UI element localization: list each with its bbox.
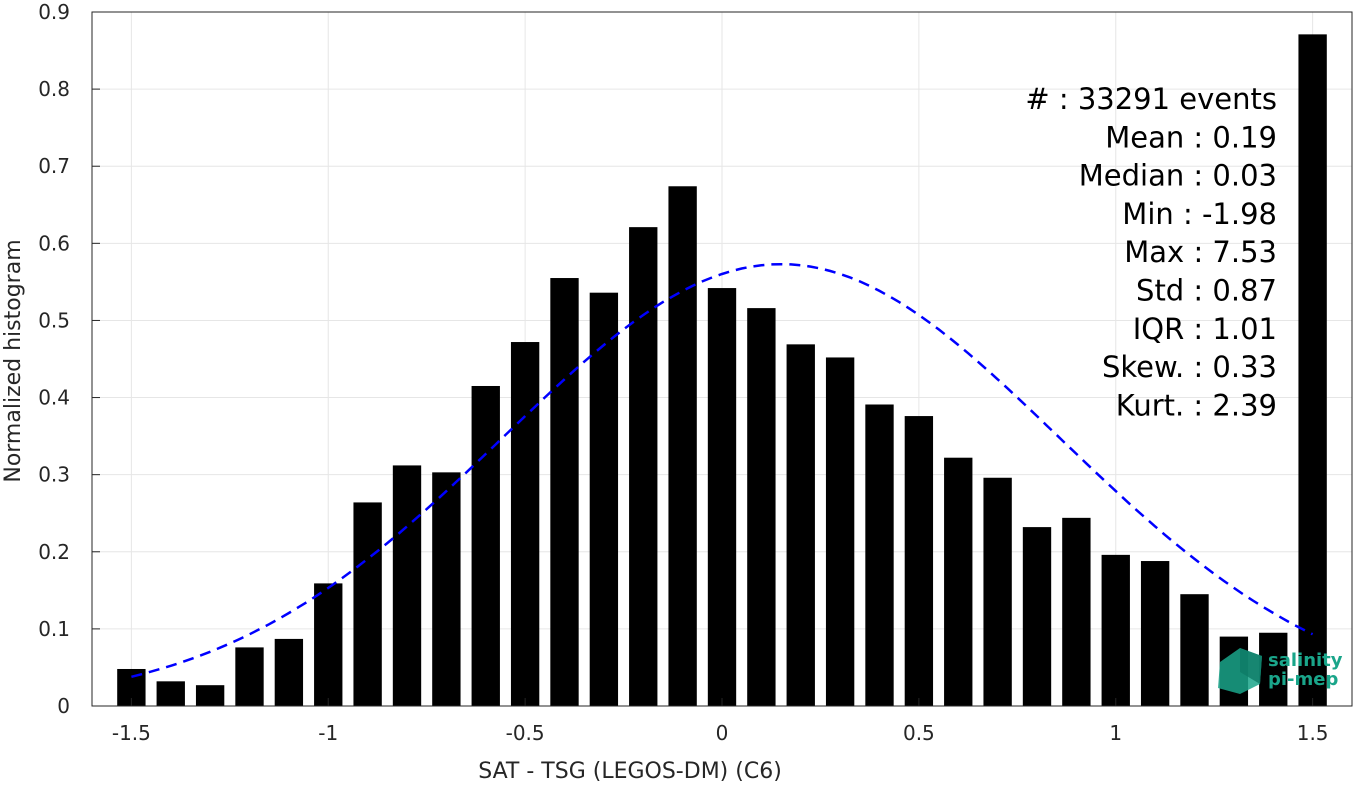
x-tick-label-5: 1 (1109, 721, 1122, 745)
x-tick-label-4: 0.5 (903, 721, 935, 745)
stat-line-2: Median : 0.03 (1079, 159, 1277, 193)
stat-line-1: Mean : 0.19 (1105, 120, 1277, 154)
y-tick-label-9: 0.9 (38, 0, 70, 24)
x-axis-ticks: -1.5 -1 -0.5 0 0.5 1 1.5 (112, 698, 1329, 745)
bars (117, 34, 1327, 706)
x-tick-label-6: 1.5 (1297, 721, 1329, 745)
stat-line-0: # : 33291 events (1025, 82, 1277, 116)
histogram-bar-21 (944, 457, 973, 706)
histogram-bar-24 (1062, 517, 1091, 706)
logo-cube-shade (1240, 648, 1262, 684)
x-tick-label-2: -0.5 (506, 721, 545, 745)
histogram-bar-13 (629, 227, 658, 706)
histogram-bar-19 (865, 404, 894, 706)
histogram-bar-29 (1259, 632, 1288, 706)
y-tick-label-1: 0.1 (38, 617, 70, 641)
y-tick-label-2: 0.2 (38, 540, 70, 564)
histogram-bar-26 (1140, 561, 1170, 706)
histogram-bar-25 (1101, 554, 1130, 706)
stat-line-5: Std : 0.87 (1136, 274, 1277, 308)
stat-line-3: Min : -1.98 (1122, 197, 1277, 231)
stat-line-4: Max : 7.53 (1124, 235, 1277, 269)
x-axis-label: SAT - TSG (LEGOS-DM) (C6) (478, 759, 782, 784)
stat-line-8: Kurt. : 2.39 (1116, 388, 1277, 422)
histogram-bar-1 (156, 681, 185, 706)
y-tick-label-4: 0.4 (38, 386, 70, 410)
histogram-bar-15 (707, 288, 737, 706)
histogram-bar-14 (668, 186, 697, 706)
histogram-bar-12 (589, 292, 619, 706)
histogram-bar-9 (471, 385, 500, 706)
salinity-pi-mep-logo: salinity pi-mep (1218, 648, 1343, 694)
x-tick-label-3: 0 (716, 721, 729, 745)
y-tick-label-5: 0.5 (38, 308, 70, 332)
histogram-bar-23 (1022, 527, 1052, 706)
histogram-bar-17 (786, 344, 815, 706)
histogram-bar-18 (825, 357, 855, 706)
logo-line1: salinity (1268, 650, 1343, 671)
stat-line-7: Skew. : 0.33 (1102, 350, 1277, 384)
x-tick-label-1: -1 (318, 721, 338, 745)
histogram-bar-10 (510, 342, 540, 706)
histogram-bar-4 (274, 638, 304, 706)
stats-annotation: # : 33291 events Mean : 0.19 Median : 0.03… (1025, 82, 1277, 422)
histogram-bar-27 (1180, 594, 1209, 706)
histogram-bar-5 (314, 583, 343, 706)
y-axis-label: Normalized histogram (1, 239, 26, 482)
histogram-bar-11 (550, 278, 579, 706)
y-tick-label-6: 0.6 (38, 231, 70, 255)
histogram-bar-20 (904, 416, 934, 706)
histogram-bar-8 (432, 472, 461, 706)
histogram-bar-3 (235, 647, 264, 706)
stat-line-6: IQR : 1.01 (1133, 312, 1277, 346)
y-axis-ticks: 0 0.1 0.2 0.3 0.4 0.5 0.6 0.7 0.8 0.9 (38, 0, 100, 718)
fit-curve (131, 262, 1314, 679)
logo-line2: pi-mep (1268, 669, 1338, 690)
y-tick-label-8: 0.8 (38, 77, 70, 101)
histogram-bar-22 (983, 477, 1012, 706)
histogram-bar-2 (195, 685, 225, 706)
y-tick-label-0: 0 (57, 694, 70, 718)
x-tick-label-0: -1.5 (112, 721, 151, 745)
histogram-bar-30 (1298, 34, 1327, 706)
y-tick-label-7: 0.7 (38, 154, 70, 178)
histogram-bar-7 (392, 465, 422, 706)
histogram-bar-16 (747, 308, 776, 706)
normal-fit-curve (131, 262, 1314, 679)
histogram-bar-6 (353, 502, 382, 706)
y-tick-label-3: 0.3 (38, 463, 70, 487)
